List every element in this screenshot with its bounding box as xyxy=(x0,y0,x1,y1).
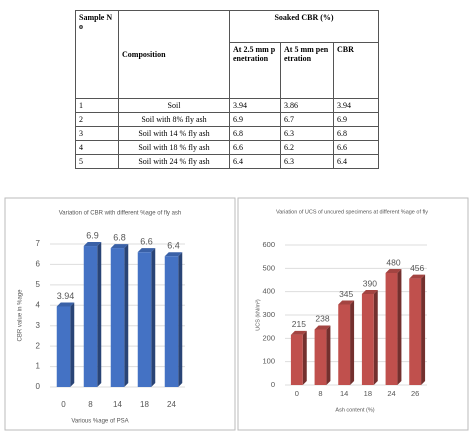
x-tick-label: 18 xyxy=(140,400,149,409)
header-cell: Soaked CBR (%) xyxy=(229,10,379,43)
cbr-table: Sample No Composition Soaked CBR (%) At … xyxy=(75,10,379,169)
chart-frame xyxy=(237,197,469,431)
bar-side xyxy=(124,244,129,387)
y-tick-label: 200 xyxy=(262,333,275,342)
bar xyxy=(314,329,327,385)
x-tick-label: 14 xyxy=(113,400,122,409)
bar xyxy=(409,278,422,385)
table-row: 4 Soil with 18 % fly ash 6.6 6.2 6.6 xyxy=(75,140,379,155)
y-tick-label: 500 xyxy=(262,263,275,272)
bar-top xyxy=(338,300,355,305)
bar xyxy=(385,273,398,385)
y-tick-label: 1 xyxy=(36,362,41,371)
table-row: 3 Soil with 14 % fly ash 6.8 6.3 6.8 xyxy=(75,126,379,141)
bar-top xyxy=(314,325,331,330)
bar-side xyxy=(178,252,183,387)
header-cell: CBR xyxy=(333,42,379,99)
y-tick-label: 0 xyxy=(36,382,41,391)
x-axis-label: Various %age of PSA xyxy=(71,419,128,425)
bar-side xyxy=(350,300,355,385)
bar-side xyxy=(302,330,307,385)
table-row: 2 Soil with 8% fly ash 6.9 6.7 6.9 xyxy=(75,112,379,127)
bar-top xyxy=(290,330,307,335)
data-label: 6.9 xyxy=(86,230,99,240)
table-row: 5 Soil with 24 % fly ash 6.4 6.3 6.4 xyxy=(75,154,379,169)
y-tick-label: 5 xyxy=(36,280,41,289)
x-tick-label: 24 xyxy=(167,400,176,409)
x-tick-label: 14 xyxy=(340,389,348,398)
x-tick-label: 0 xyxy=(295,389,299,398)
bar xyxy=(83,246,98,387)
table-cell: Soil with 24 % fly ash xyxy=(118,154,230,169)
header-row: Sample No Composition Soaked CBR (%) xyxy=(75,10,379,99)
bar xyxy=(110,248,125,387)
bar xyxy=(137,252,152,387)
bar-top xyxy=(56,302,75,307)
bar-side xyxy=(70,302,75,387)
y-tick-label: 6 xyxy=(36,260,41,269)
y-axis-label: UCS (kN/m²) xyxy=(255,299,261,331)
y-tick-label: 0 xyxy=(271,380,275,389)
y-tick-label: 4 xyxy=(36,300,41,309)
data-label: 480 xyxy=(386,257,400,267)
bar xyxy=(361,294,374,385)
bar-top xyxy=(110,244,129,249)
bar-top xyxy=(385,269,402,273)
x-tick-label: 8 xyxy=(318,389,322,398)
data-label: 3.94 xyxy=(57,291,75,301)
y-tick-label: 7 xyxy=(36,239,41,248)
y-tick-label: 100 xyxy=(262,357,275,366)
data-label: 6.6 xyxy=(140,237,153,247)
y-axis-label: CBR value in %age xyxy=(18,289,24,342)
chart-title: Variation of CBR with different %age of … xyxy=(59,211,182,217)
x-tick-label: 24 xyxy=(387,389,395,398)
data-label: 390 xyxy=(363,278,377,288)
header-row: At 2.5 mm penetration At 5 mm penetratio… xyxy=(76,42,379,99)
bar-side xyxy=(326,325,331,385)
data-label: 6.8 xyxy=(113,232,126,242)
x-tick-label: 18 xyxy=(364,389,372,398)
data-label: 345 xyxy=(339,289,353,299)
bar-side xyxy=(151,248,156,387)
bar xyxy=(56,306,71,387)
bar-top xyxy=(83,242,102,247)
bar-top xyxy=(409,274,426,279)
chart-title: Variation of UCS of uncured specimens at… xyxy=(276,209,428,215)
x-tick-label: 8 xyxy=(88,400,93,409)
y-tick-label: 400 xyxy=(262,287,275,296)
bar-top xyxy=(164,252,183,257)
bar-side xyxy=(97,242,102,387)
table-body: Sample No Composition Soaked CBR (%) At … xyxy=(75,10,379,169)
header-cell: Sample No xyxy=(75,10,119,99)
bar-top xyxy=(137,248,156,253)
data-label: 456 xyxy=(410,263,424,273)
y-tick-label: 3 xyxy=(36,321,41,330)
bar xyxy=(164,256,179,387)
bar-top xyxy=(361,290,378,294)
data-label: 238 xyxy=(315,314,329,324)
y-tick-label: 600 xyxy=(262,240,275,249)
chart-frame xyxy=(4,197,236,431)
bar xyxy=(338,304,351,385)
table-row: 1 Soil 3.94 3.86 3.94 xyxy=(75,98,379,113)
y-tick-label: 2 xyxy=(36,341,41,350)
bar xyxy=(290,334,303,385)
x-tick-label: 0 xyxy=(61,400,66,409)
x-tick-label: 26 xyxy=(411,389,419,398)
y-tick-label: 300 xyxy=(262,310,275,319)
data-label: 215 xyxy=(292,319,306,329)
data-label: 6.4 xyxy=(167,241,180,251)
bar-side xyxy=(397,269,402,385)
bar-side xyxy=(421,274,426,385)
x-axis-label: Ash content (%) xyxy=(335,407,374,413)
table-cell: 6.4 xyxy=(333,154,379,169)
bar-side xyxy=(373,290,378,385)
